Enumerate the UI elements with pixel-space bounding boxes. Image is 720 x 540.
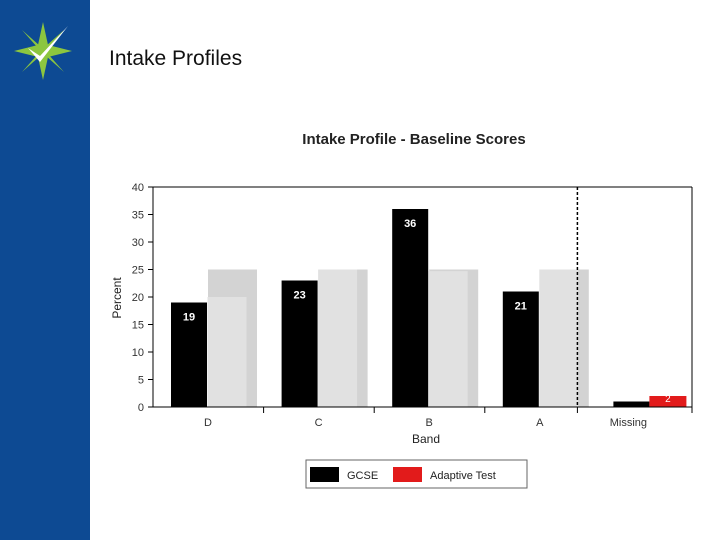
y-tick-label: 15 xyxy=(132,320,144,332)
legend-label-gcse: GCSE xyxy=(347,470,378,482)
y-tick-label: 35 xyxy=(132,210,144,222)
axes: 0 5 10 15 20 25 30 35 40 D C B A Missing xyxy=(132,182,693,429)
bar-gcse-c xyxy=(281,280,318,407)
chart-title: Intake Profile - Baseline Scores xyxy=(302,131,525,148)
x-tick-label-b: B xyxy=(426,417,433,429)
data-bars: 19 23 36 21 2 xyxy=(171,209,687,407)
data-label-gcse-c: 23 xyxy=(293,290,305,302)
bar-gcse-b xyxy=(392,209,429,407)
x-axis-label: Band xyxy=(412,432,440,446)
data-label-gcse-a: 21 xyxy=(515,301,527,313)
bar-gcse-d xyxy=(171,302,207,407)
reference-bars xyxy=(207,269,579,407)
x-tick-label-a: A xyxy=(536,417,544,429)
y-tick-label: 5 xyxy=(138,375,144,387)
sidebar-band xyxy=(0,0,90,540)
star-check-logo-icon xyxy=(14,22,72,80)
x-tick-label-missing: Missing xyxy=(610,417,647,429)
data-label-gcse-d: 19 xyxy=(183,312,195,324)
legend-swatch-gcse xyxy=(310,467,339,482)
y-tick-label: 10 xyxy=(132,347,144,359)
bar-gcse-missing xyxy=(613,401,650,407)
reference-bar xyxy=(539,269,579,407)
y-tick-label: 20 xyxy=(132,292,144,304)
bar-adaptive-missing xyxy=(649,396,687,407)
reference-bar xyxy=(428,271,468,407)
reference-bar xyxy=(207,297,247,407)
y-tick-label: 25 xyxy=(132,265,144,277)
bar-gcse-a xyxy=(502,291,539,407)
y-axis-label: Percent xyxy=(110,277,124,319)
legend: GCSE Adaptive Test xyxy=(305,459,528,489)
y-tick-label: 30 xyxy=(132,237,144,249)
legend-label-adaptive: Adaptive Test xyxy=(430,470,496,482)
reference-bar xyxy=(318,269,358,407)
data-label-adaptive-missing: 2 xyxy=(665,394,671,405)
x-tick-label-c: C xyxy=(315,417,323,429)
bar-chart: Intake Profile - Baseline Scores 19 23 36 2… xyxy=(110,131,693,489)
y-tick-label: 0 xyxy=(138,402,144,414)
data-label-gcse-b: 36 xyxy=(404,218,416,230)
y-tick-label: 40 xyxy=(132,182,144,194)
slide-title: Intake Profiles xyxy=(109,47,243,70)
x-tick-label-d: D xyxy=(204,417,212,429)
legend-swatch-adaptive xyxy=(393,467,422,482)
